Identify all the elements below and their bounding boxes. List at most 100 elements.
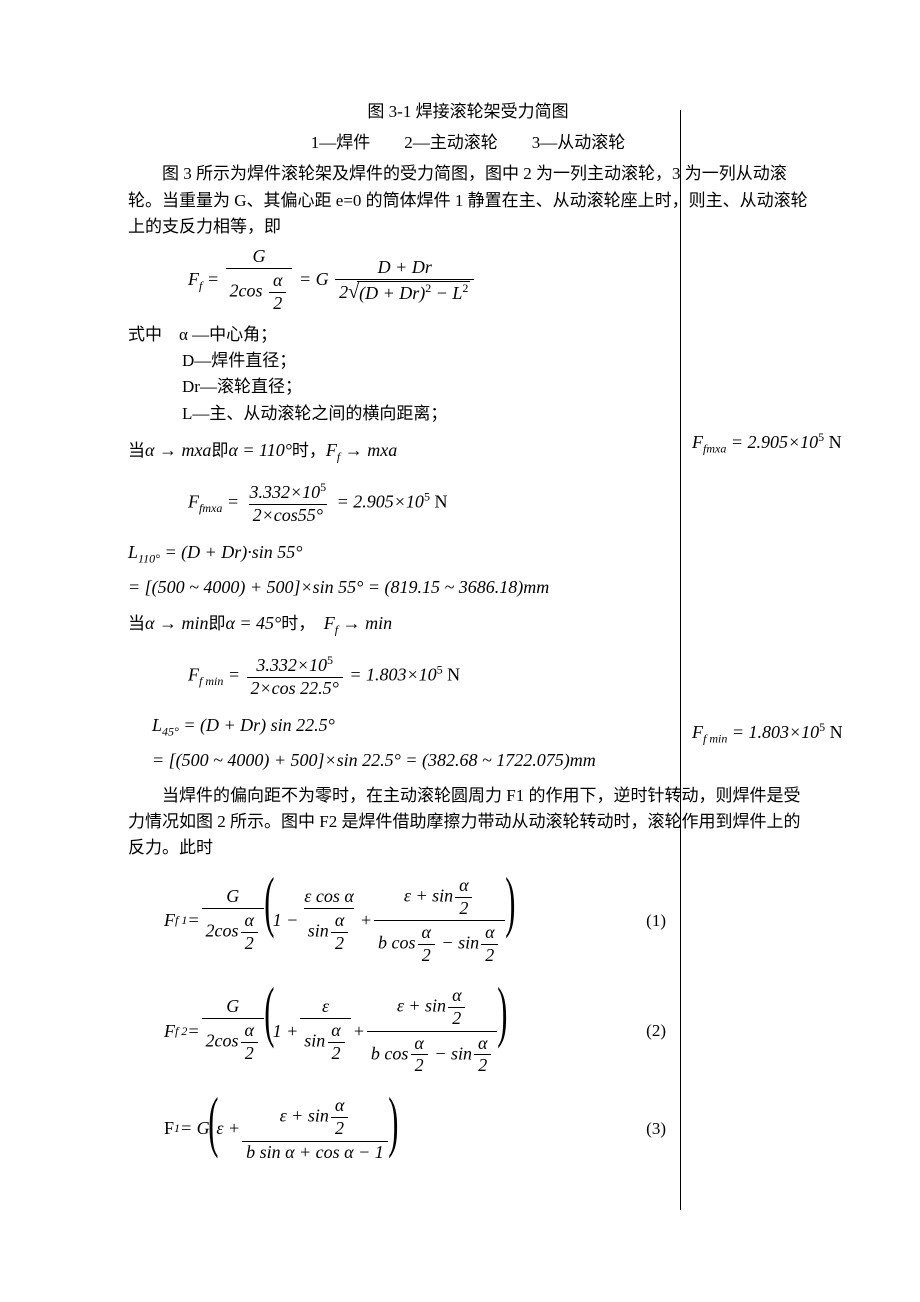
amin-t6: F — [324, 613, 335, 633]
eq3-pre: ε + — [216, 1118, 240, 1139]
ffmxa-num-t: 3.332×10 — [249, 482, 320, 502]
eq2-bcos: b cos — [371, 1043, 409, 1063]
s2b: = 1.803×10 — [727, 722, 819, 742]
page-content: 图 3-1 焊接滚轮架受力简图 1—焊件 2—主动滚轮 3—从动滚轮 图 3 所… — [128, 100, 808, 1172]
eq2-op1: 1 + — [273, 1021, 299, 1042]
figure-caption-title: 图 3-1 焊接滚轮架受力简图 — [128, 100, 808, 125]
eq2-f3d: b cosα2 − sinα2 — [367, 1031, 498, 1079]
eq1-f3d: b cosα2 − sinα2 — [374, 920, 505, 968]
eq2-ad1: 2 — [241, 1042, 258, 1065]
def-d: D—焊件直径； — [128, 348, 808, 374]
eq1-gden: 2cosα2 — [202, 908, 264, 956]
ffmxa-num: 3.332×105 — [245, 480, 330, 504]
figure-caption-legend: 1—焊件 2—主动滚轮 3—从动滚轮 — [128, 131, 808, 156]
eq3-lhs: F — [164, 1118, 174, 1139]
eq1-ah4: α2 — [417, 922, 434, 967]
s2c: N — [825, 722, 843, 742]
ffmxa-den: 2×cos55° — [249, 504, 327, 527]
ffmin-rhs: = 1.803×10 — [349, 665, 436, 685]
eq1-num: (1) — [646, 911, 666, 931]
eq2-num: (2) — [646, 1021, 666, 1041]
ffmin-den: 2×cos 22.5° — [247, 677, 343, 700]
s1a: F — [692, 432, 703, 452]
eq1-ah5: α2 — [481, 922, 498, 967]
amax-t4: α = 110° — [228, 440, 291, 460]
eq3-num: (3) — [646, 1119, 666, 1139]
lparen-icon: ( — [264, 874, 274, 968]
amax-t5: 时， — [292, 441, 326, 460]
ff-frac1-num: G — [248, 246, 269, 268]
eq2-ad5: 2 — [474, 1054, 491, 1077]
l45-l2: = [(500 ~ 4000) + 500]×sin 22.5° = (382.… — [152, 747, 808, 775]
s1s: fmxa — [703, 442, 726, 456]
eq2-gden: 2cosα2 — [202, 1018, 264, 1066]
eq3-fn: ε + sinα2 — [276, 1094, 355, 1141]
eq3-eq: = G — [180, 1118, 210, 1139]
eq1-op1: 1 − — [273, 910, 299, 931]
eq3-ad: 2 — [331, 1117, 348, 1140]
eq2-eq: = — [187, 1021, 199, 1042]
eq2-f3n: ε + sinα2 — [393, 984, 472, 1031]
l110-block: L110° = (D + Dr)·sin 55° = [(500 ~ 4000)… — [128, 539, 808, 602]
ffmxa-frac: 3.332×105 2×cos55° — [245, 480, 330, 527]
l45-a: L — [152, 715, 162, 735]
eq1-esh: ε + sin — [404, 885, 453, 905]
eq3-an: α — [331, 1095, 348, 1117]
amin-t2: α → min — [145, 613, 208, 633]
eq2-f3: ε + sinα2 b cosα2 − sinα2 — [367, 984, 498, 1078]
eq2-formula: Ff 2 = G 2cosα2 ( 1 + ε sinα2 + ε + sinα… — [164, 984, 506, 1078]
ffmin-num-t: 3.332×10 — [256, 655, 327, 675]
eq2-an1: α — [241, 1020, 258, 1042]
eq1-ad4: 2 — [418, 944, 435, 967]
alpha-over-2-a: α 2 — [269, 270, 286, 315]
rparen-icon: ) — [505, 874, 515, 968]
rparen2-icon: ) — [498, 984, 508, 1078]
eq3-ah: α2 — [331, 1095, 348, 1140]
eq2-f2d: sinα2 — [300, 1018, 350, 1066]
ffmxa-num-s: 5 — [320, 480, 326, 494]
ff-frac2-den-pre: 2 — [339, 282, 348, 302]
eq2-f2: ε sinα2 — [300, 996, 350, 1065]
formula-ffmin: Ff min = 3.332×105 2×cos 22.5° = 1.803×1… — [188, 653, 808, 700]
eq2-sinh: sin — [304, 1031, 325, 1051]
eq2-ah2: α2 — [327, 1020, 344, 1065]
eq2-an5: α — [474, 1033, 491, 1055]
def-alpha: 式中 α —中心角； — [128, 322, 808, 348]
eq1-row: Ff 1 = G 2cosα2 ( 1 − ε cos α sinα2 + ε … — [128, 866, 666, 976]
s2s: f min — [703, 732, 727, 746]
ff-frac1: G 2cos α 2 — [226, 246, 293, 315]
eq2-2cos: 2cos — [206, 1031, 239, 1051]
sqrt-base: (D + Dr) — [359, 283, 425, 303]
eq2-lhs: F — [164, 1021, 175, 1042]
eq2-gfrac: G 2cosα2 — [202, 996, 264, 1065]
amin-t5: 时， — [281, 614, 324, 633]
ffmin-num: 3.332×105 — [252, 653, 337, 677]
alpha-den-a: 2 — [269, 292, 286, 315]
eq1-ah2: α2 — [331, 910, 348, 955]
ffmin-num-s: 5 — [327, 653, 333, 667]
intro-paragraph: 图 3 所示为焊件滚轮架及焊件的受力简图，图中 2 为一列主动滚轮，3 为一列从… — [128, 161, 808, 240]
eq1-ad5: 2 — [481, 944, 498, 967]
eq2-an3: α — [448, 985, 465, 1007]
eq2-ah4: α2 — [410, 1033, 427, 1078]
eq3-row: F1 = G ( ε + ε + sinα2 b sin α + cos α −… — [128, 1086, 666, 1171]
ffmxa-unit: N — [430, 492, 448, 512]
eq3-formula: F1 = G ( ε + ε + sinα2 b sin α + cos α −… — [164, 1094, 396, 1163]
ff-frac2: D + Dr 2 (D + Dr)2 − L2 — [335, 257, 474, 305]
eq1-f2n: ε cos α — [300, 886, 358, 908]
eq2-ad2: 2 — [328, 1042, 345, 1065]
eq1-f2d: sinα2 — [304, 908, 354, 956]
ffmxa-eq: = — [222, 492, 243, 512]
side-result-1: Ffmxa = 2.905×105 N — [692, 430, 907, 457]
ffmxa-lhs: F — [188, 492, 199, 512]
ffmxa-rhs: = 2.905×10 — [337, 492, 424, 512]
eq1-2cos: 2cos — [206, 920, 239, 940]
alpha-num-a: α — [269, 270, 286, 292]
eq1-f2: ε cos α sinα2 — [300, 886, 358, 955]
amax-t3: 即 — [211, 441, 228, 460]
eq1-an4: α — [417, 922, 434, 944]
lparen3-icon: ( — [208, 1094, 218, 1163]
ff-mid: = G — [299, 269, 329, 289]
ff-eq1: = — [202, 269, 223, 289]
para2: 当焊件的偏向距不为零时，在主动滚轮圆周力 F1 的作用下，逆时针转动，则焊件是受… — [128, 783, 808, 862]
